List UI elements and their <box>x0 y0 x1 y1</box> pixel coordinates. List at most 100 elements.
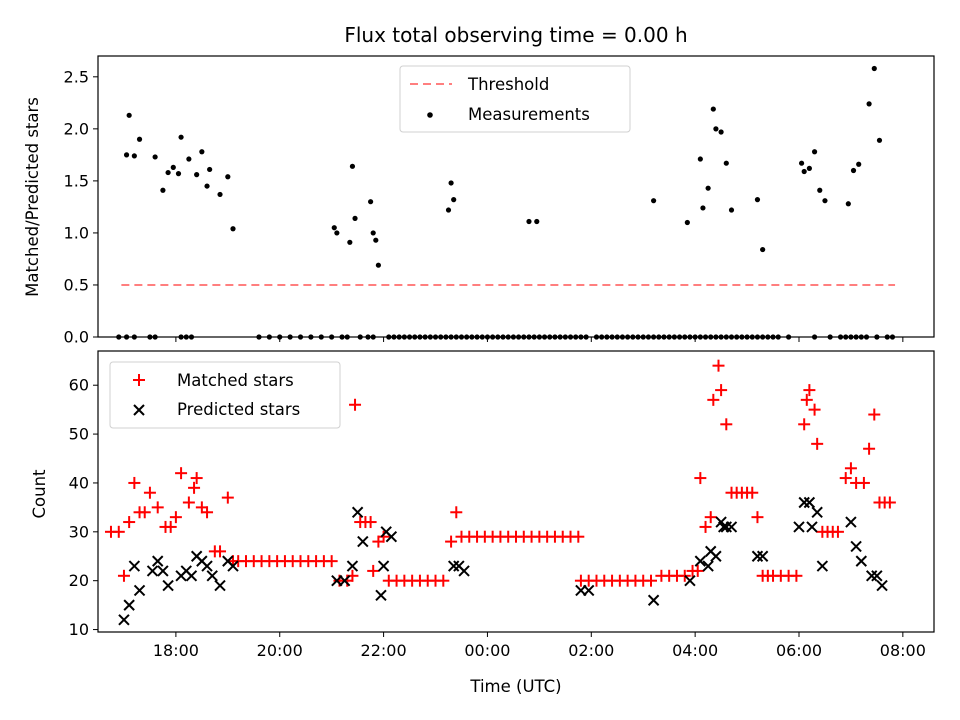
predicted-stars-point <box>684 574 696 587</box>
count-xtick-label: 08:00 <box>880 641 926 660</box>
measurements-point <box>871 65 877 72</box>
count-x-axis-label: Time (UTC) <box>469 677 561 696</box>
measurements-legend-swatch <box>427 112 433 118</box>
ratio-panel: 0.0 0.5 1.0 1.5 2.0 2.5 Matched/Predicted sta… <box>23 55 935 347</box>
matched-stars-point <box>808 403 821 416</box>
matched-stars-point <box>839 472 852 485</box>
matched-stars-point <box>868 408 881 421</box>
matched-stars-point <box>143 486 156 499</box>
count-ytick-label: 20 <box>69 571 89 590</box>
predicted-stars-point <box>458 565 470 577</box>
measurements-point <box>713 126 719 132</box>
matched-stars-point <box>746 486 759 499</box>
matched-stars-point <box>803 384 816 397</box>
matched-stars-point <box>169 511 182 524</box>
measurements-point <box>718 129 724 135</box>
predicted-stars-point <box>702 560 714 572</box>
predicted-stars-point <box>756 550 769 562</box>
measurements-point <box>811 149 818 155</box>
matched-stars-point <box>863 442 876 455</box>
matched-stars-point <box>704 511 717 524</box>
matched-stars-point <box>751 511 764 524</box>
predicted-stars-point <box>865 570 878 582</box>
predicted-stars-point <box>346 560 359 572</box>
matched-stars-point <box>707 393 720 406</box>
count-xtick-label: 22:00 <box>361 641 407 660</box>
predicted-stars-point <box>798 496 810 509</box>
predicted-stars-point <box>133 584 146 597</box>
matched-legend-swatch <box>133 374 145 386</box>
measurements-point <box>368 199 374 205</box>
matched-stars-point <box>691 564 704 577</box>
measurements-point <box>445 207 452 213</box>
matched-stars-point <box>188 481 201 494</box>
predicted-stars-point <box>803 496 816 509</box>
count-xtick-label: 18:00 <box>153 641 199 660</box>
measurements-point <box>186 156 192 162</box>
count-xtick-label: 06:00 <box>776 641 822 660</box>
count-legend-box <box>109 361 341 429</box>
count-xtick-label: 02:00 <box>568 641 614 660</box>
predicted-stars-point <box>811 506 823 518</box>
ratio-marks <box>116 65 896 340</box>
matched-stars-point <box>364 516 377 529</box>
measurements-point <box>126 112 132 118</box>
measurements-point <box>451 197 457 203</box>
predicted-stars-point <box>816 560 829 572</box>
matched-stars-point <box>151 501 164 514</box>
predicted-stars-point <box>375 589 387 602</box>
matched-stars-point <box>798 418 811 431</box>
measurements-point <box>334 230 340 236</box>
predicted-stars-point <box>201 560 213 572</box>
matched-stars-point <box>349 398 362 411</box>
measurements-point <box>526 218 532 225</box>
predicted-legend-swatch <box>133 404 145 416</box>
measurements-point <box>194 172 200 178</box>
measurements-point <box>375 262 381 268</box>
measurements-point <box>651 198 657 204</box>
predicted-stars-point <box>793 521 805 533</box>
threshold-legend-label: Threshold <box>467 75 549 94</box>
predicted-stars-point <box>157 565 169 577</box>
measurements-point <box>204 183 210 189</box>
count-panel: 10 20 30 40 50 60 18:00 20:00 22:00 00:00 02:00 04:… <box>30 350 935 696</box>
matched-stars-point <box>857 476 870 489</box>
predicted-stars-point <box>845 516 857 528</box>
count-axes: 10 20 30 40 50 60 18:00 20:00 22:00 00:00 02:00 04:… <box>69 376 926 660</box>
matched-stars-point <box>112 525 125 538</box>
count-xtick-label: 00:00 <box>464 641 510 660</box>
measurements-point <box>178 134 184 140</box>
count-xtick-label: 04:00 <box>672 641 718 660</box>
matched-stars-point <box>377 530 390 543</box>
ratio-ytick-label: 0.0 <box>64 328 89 347</box>
predicted-stars-point <box>214 579 226 592</box>
predicted-stars-point <box>206 570 218 582</box>
predicted-stars-point <box>357 535 369 548</box>
measurements-point <box>230 226 236 232</box>
matched-stars-point <box>325 555 338 568</box>
measurements-point <box>822 198 828 204</box>
count-legend: Matched stars Predicted stars <box>109 361 341 429</box>
measurements-point <box>700 205 706 211</box>
chart-title: Flux total observing time = 0.00 h <box>344 23 687 47</box>
measurements-legend-label: Measurements <box>468 105 590 124</box>
measurements-point <box>373 237 379 243</box>
matched-stars-point <box>221 491 234 504</box>
count-y-axis-label: Count <box>30 469 49 519</box>
predicted-stars-point <box>385 530 398 543</box>
measurements-point <box>131 153 137 159</box>
measurements-point <box>723 160 729 166</box>
matched-stars-point <box>790 569 803 582</box>
count-marks <box>104 359 896 626</box>
measurements-point <box>207 166 213 173</box>
ratio-legend-box <box>399 65 631 133</box>
measurements-point <box>806 165 812 171</box>
matched-stars-point <box>699 520 712 533</box>
count-ytick-label: 50 <box>69 425 89 444</box>
measurements-point <box>754 197 761 203</box>
measurements-point <box>845 201 851 207</box>
predicted-stars-point <box>751 550 764 562</box>
matched-stars-point <box>811 437 824 450</box>
matched-stars-point <box>715 384 728 397</box>
